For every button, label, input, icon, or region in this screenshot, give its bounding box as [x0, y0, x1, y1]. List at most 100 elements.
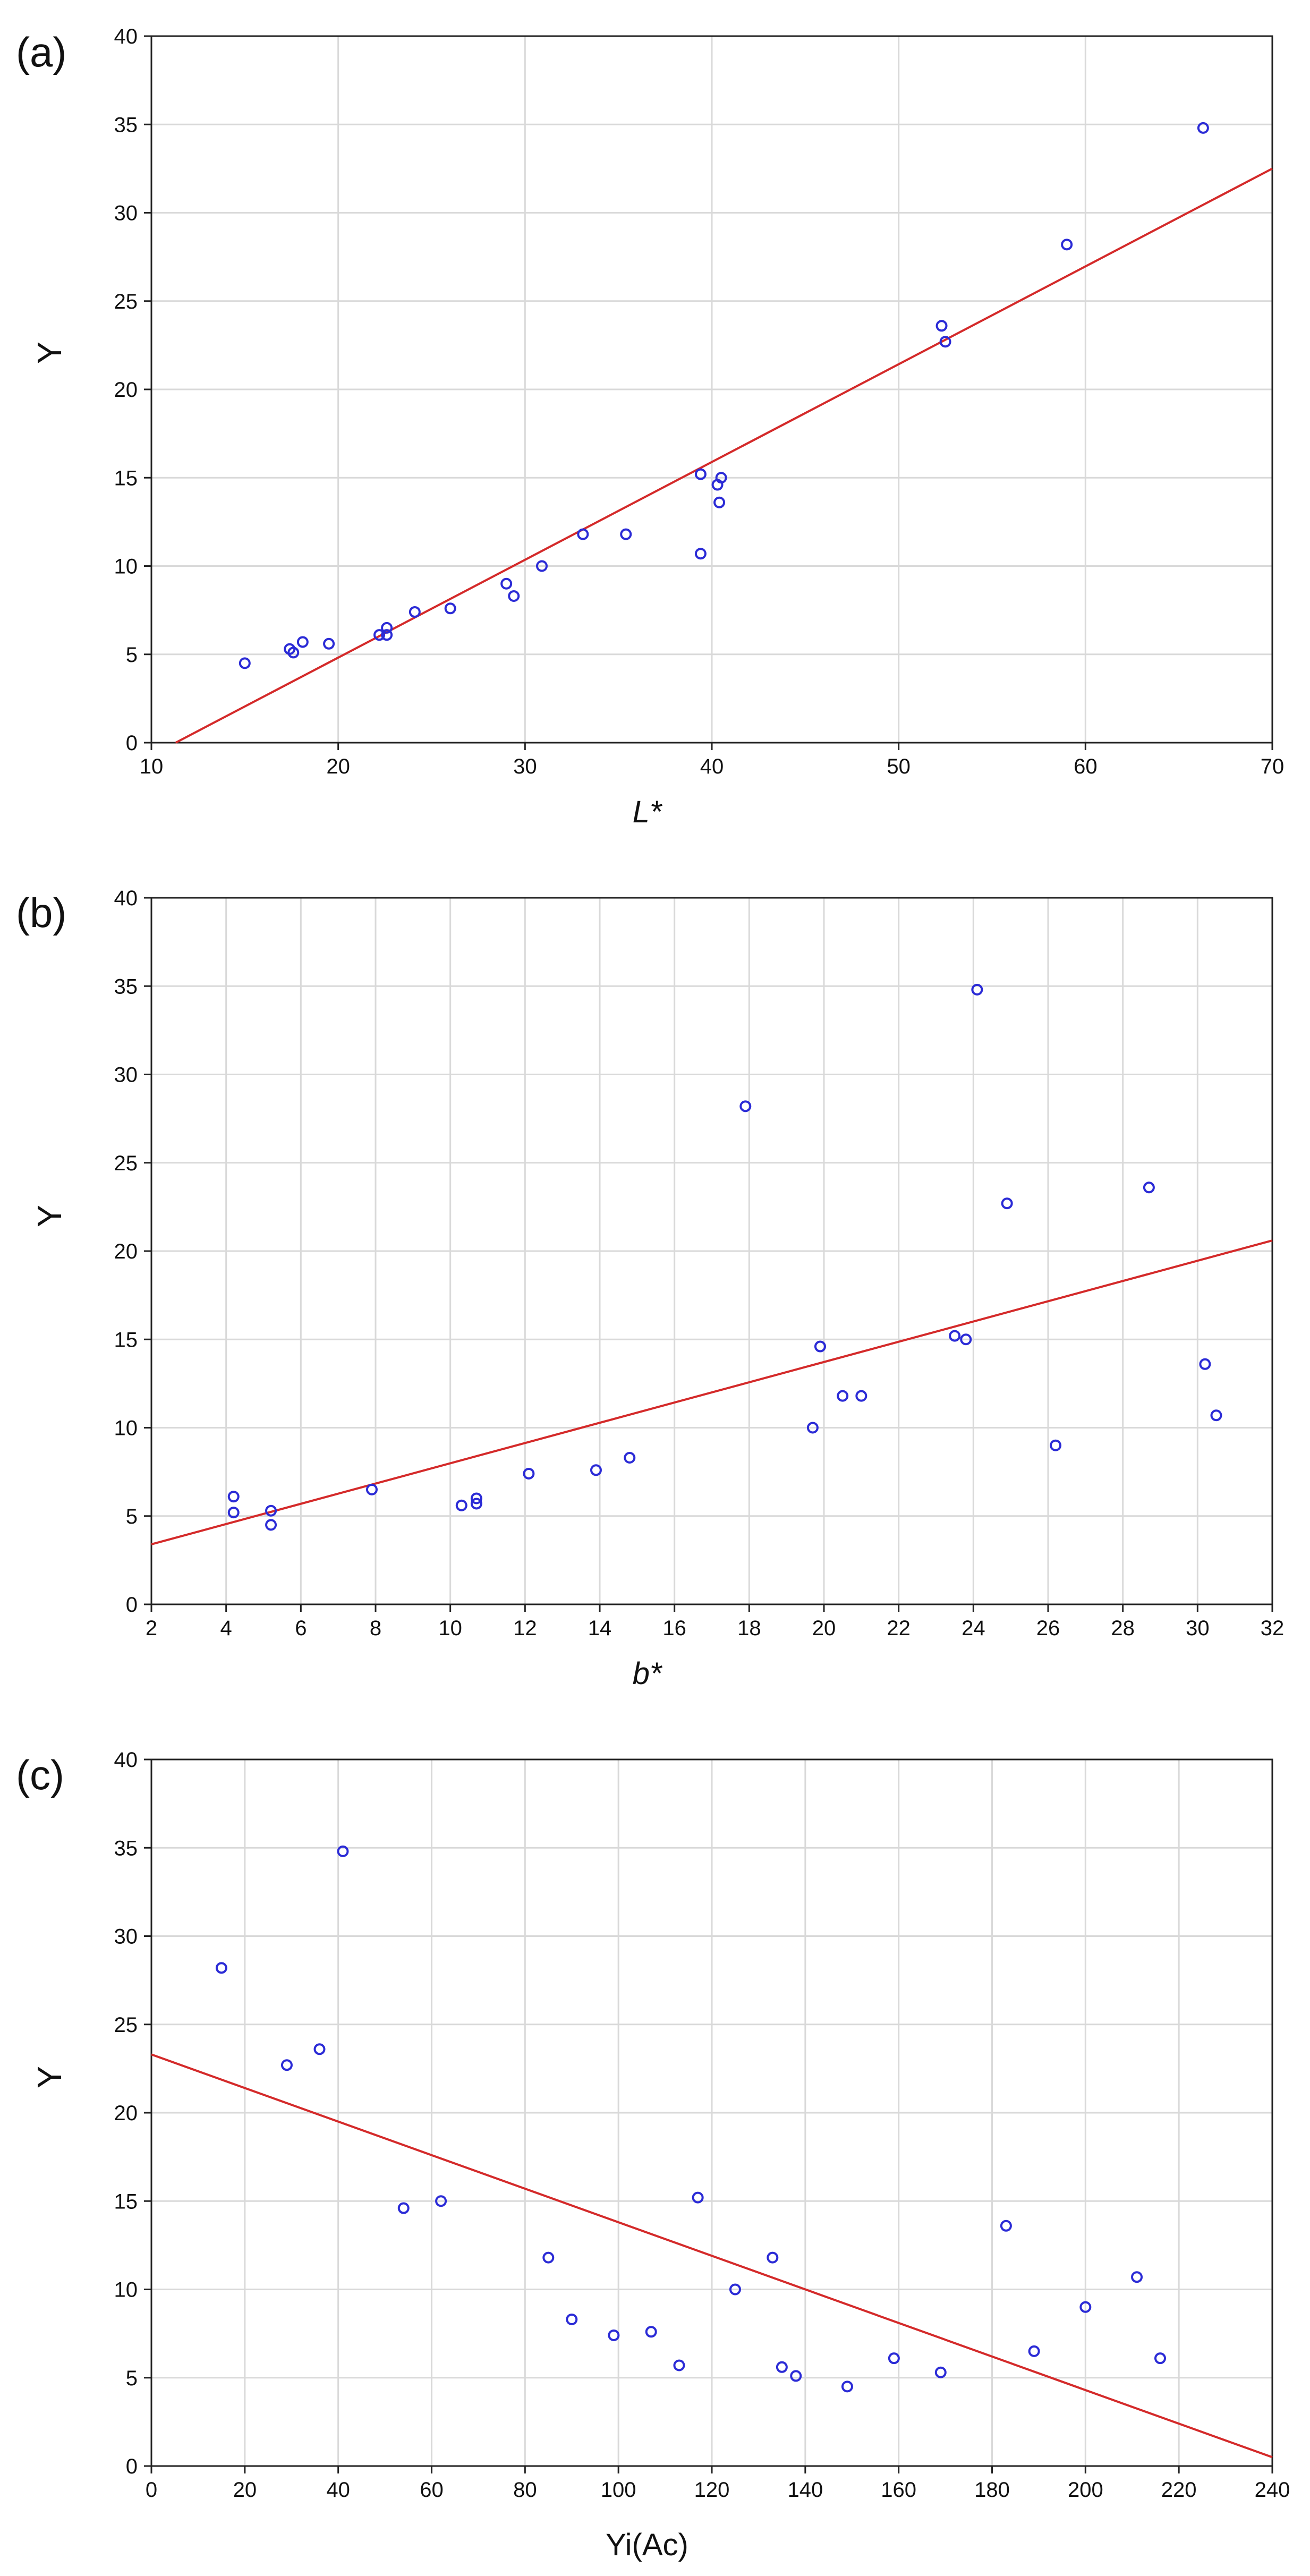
x-tick-label: 26 [1036, 1617, 1060, 1640]
data-point [1197, 122, 1209, 134]
data-point [590, 1464, 602, 1476]
panel-label-c: (c) [16, 1752, 64, 1798]
x-tick-label: 16 [662, 1617, 686, 1640]
data-point [435, 2195, 447, 2207]
y-tick-label: 5 [126, 643, 138, 667]
data-point [1199, 1358, 1211, 1370]
x-tick-label: 20 [326, 755, 350, 778]
y-tick-label: 5 [126, 1505, 138, 1528]
data-point [806, 1422, 819, 1434]
x-tick-label: 6 [295, 1617, 307, 1640]
data-point [624, 1452, 636, 1464]
data-point [381, 622, 393, 634]
x-tick-label: 50 [887, 755, 911, 778]
data-point [455, 1499, 467, 1511]
x-tick-label: 20 [233, 2478, 257, 2502]
data-point [535, 560, 548, 572]
data-point [608, 2329, 620, 2341]
x-tick-label: 28 [1111, 1617, 1135, 1640]
data-point [365, 1483, 378, 1495]
data-point [577, 528, 589, 540]
chart-panel-c: (c) Y Yi(Ac) 0 20 40 60 80 100 120 140 160 180 200… [16, 1748, 1290, 2562]
data-point [1000, 2220, 1012, 2232]
data-point [1143, 1181, 1155, 1194]
data-point [729, 2283, 741, 2296]
data-point [694, 468, 707, 480]
x-tick-label: 24 [962, 1617, 985, 1640]
y-tick-label: 0 [126, 1593, 138, 1617]
data-point [1061, 239, 1073, 251]
regression-line-b [151, 1239, 1273, 1545]
x-tick-label: 180 [974, 2478, 1010, 2502]
x-tick-label: 30 [1186, 1617, 1210, 1640]
data-point [814, 1340, 826, 1353]
data-point [1050, 1439, 1062, 1451]
y-tick-label: 35 [114, 1837, 138, 1860]
y-tick-label: 0 [126, 732, 138, 755]
x-tick-label: 8 [370, 1617, 381, 1640]
x-tick-label: 140 [787, 2478, 823, 2502]
x-tick-label: 160 [881, 2478, 916, 2502]
data-point [470, 1498, 482, 1510]
data-point [470, 1492, 482, 1504]
data-point [971, 983, 983, 996]
x-tick-label: 30 [513, 755, 537, 778]
data-point [939, 336, 951, 348]
x-tick-label: 80 [513, 2478, 537, 2502]
y-tick-label: 15 [114, 2190, 138, 2213]
y-axis-label-b: Y [30, 1205, 69, 1228]
x-tick-label: 120 [694, 2478, 730, 2502]
x-tick-label: 22 [887, 1617, 911, 1640]
data-point [239, 657, 251, 669]
y-tick-label: 10 [114, 2279, 138, 2302]
data-point [227, 1507, 240, 1519]
data-point [381, 629, 393, 641]
x-tick-label: 2 [146, 1617, 157, 1640]
data-point [715, 472, 727, 484]
x-tick-label: 240 [1255, 2478, 1290, 2502]
y-tick-label: 10 [114, 555, 138, 579]
x-tick-label: 14 [588, 1617, 612, 1640]
x-axis-label-b: b* [633, 1656, 663, 1691]
data-point [960, 1333, 972, 1346]
x-tick-label: 60 [420, 2478, 444, 2502]
data-point [566, 2314, 578, 2326]
x-axis-label-a: L* [633, 795, 663, 829]
data-point [508, 590, 520, 602]
y-axis-label-a: Y [30, 342, 69, 364]
x-tick-label: 220 [1161, 2478, 1197, 2502]
y-tick-label: 10 [114, 1417, 138, 1440]
y-tick-label: 20 [114, 1240, 138, 1263]
data-point [296, 636, 309, 648]
y-tick-label: 40 [114, 887, 138, 910]
data-point [523, 1467, 535, 1480]
y-tick-label: 15 [114, 466, 138, 490]
panel-label-a: (a) [16, 29, 66, 75]
x-tick-label: 60 [1074, 755, 1098, 778]
y-tick-label: 5 [126, 2367, 138, 2390]
data-point [739, 1100, 752, 1112]
data-point [855, 1390, 867, 1402]
y-tick-label: 35 [114, 975, 138, 998]
data-point [500, 577, 513, 590]
y-tick-label: 15 [114, 1328, 138, 1351]
data-point [542, 2251, 555, 2264]
x-tick-label: 4 [220, 1617, 232, 1640]
data-point [409, 606, 421, 618]
y-tick-label: 25 [114, 1152, 138, 1175]
x-tick-label: 10 [438, 1617, 462, 1640]
x-tick-label: 40 [326, 2478, 350, 2502]
y-tick-label: 35 [114, 113, 138, 137]
data-point [767, 2251, 779, 2264]
x-axis-label-c: Yi(Ac) [606, 2528, 688, 2562]
data-point [287, 647, 300, 659]
data-point [694, 548, 707, 560]
y-tick-label: 0 [126, 2455, 138, 2478]
data-point [620, 528, 632, 540]
data-point [397, 2202, 410, 2214]
panel-label-b: (b) [16, 889, 66, 936]
data-point [227, 1491, 240, 1503]
y-tick-label: 40 [114, 1748, 138, 1772]
data-point [337, 1845, 349, 1857]
